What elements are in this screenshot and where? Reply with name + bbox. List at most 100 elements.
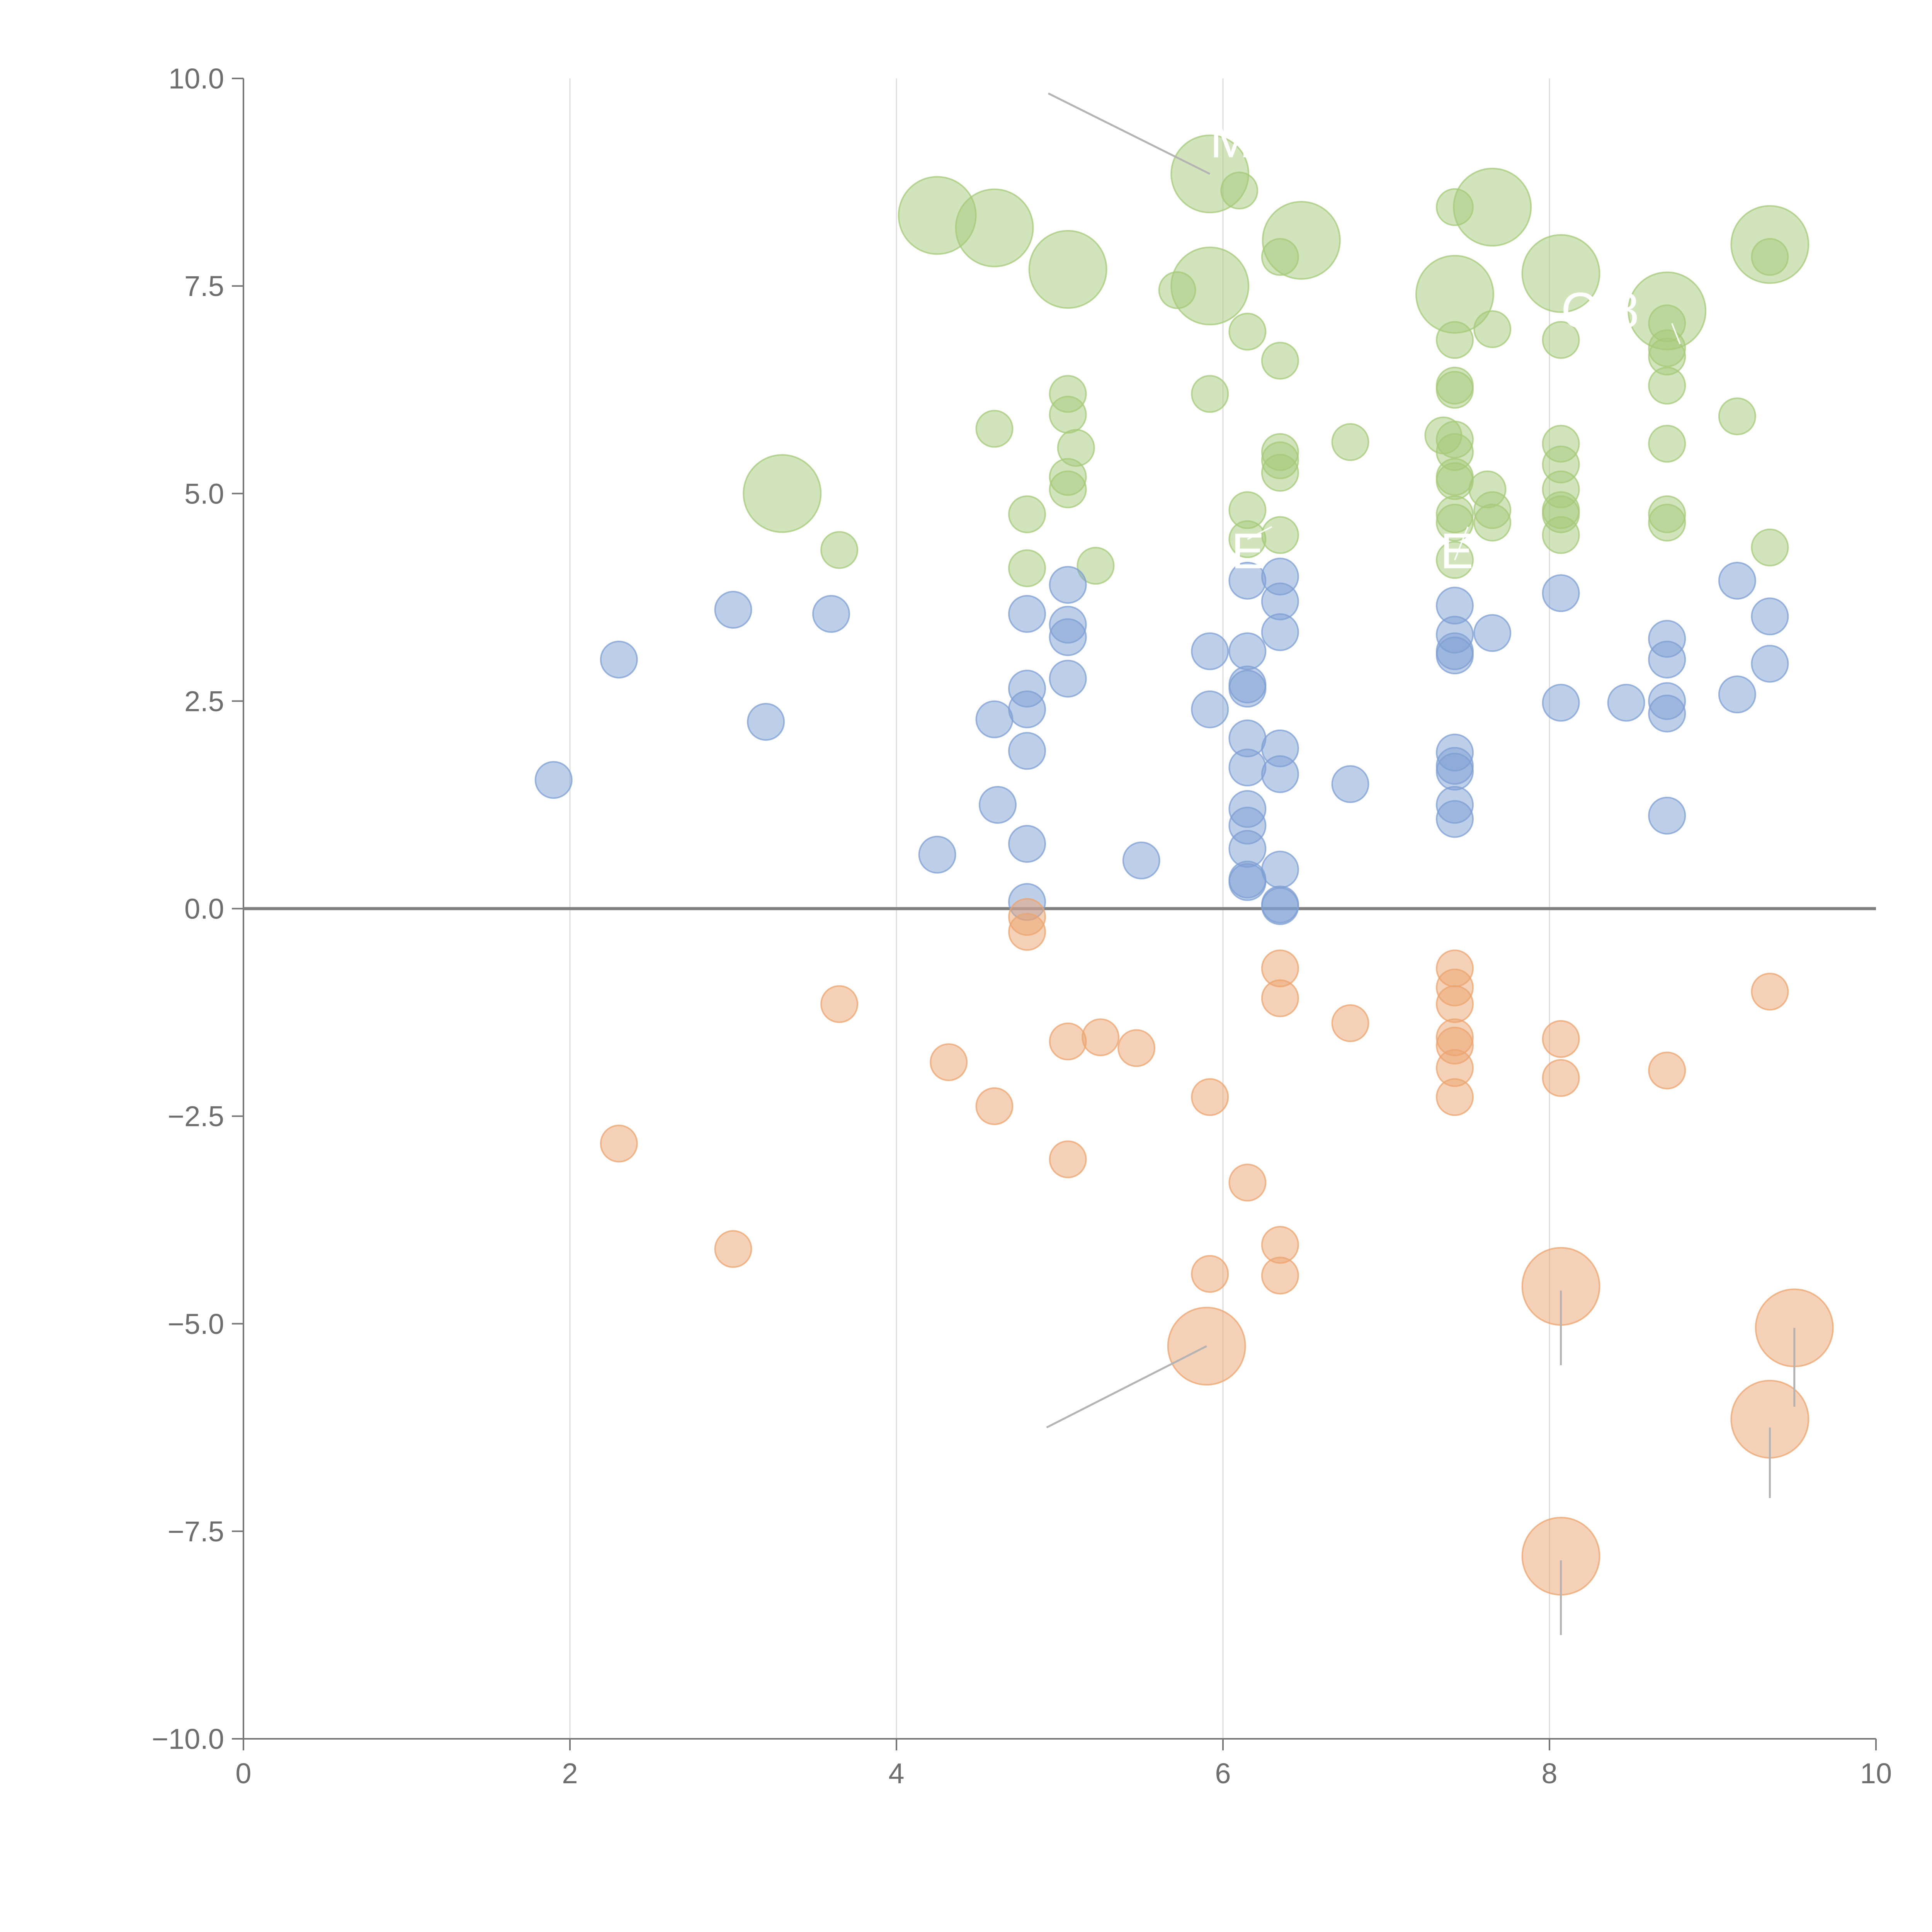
data-point: [1718, 675, 1756, 714]
data-point: [1008, 825, 1046, 863]
annotation-leader-line: [1247, 526, 1272, 540]
data-point: [1261, 850, 1299, 889]
data-point: [1261, 342, 1299, 380]
data-point: [1435, 985, 1474, 1023]
data-point: [1077, 547, 1115, 585]
y-tick-label: 5.0: [184, 478, 224, 510]
data-point: [714, 1230, 752, 1268]
data-point: [1542, 1059, 1580, 1097]
data-point: [1718, 397, 1756, 435]
data-point: [1191, 1078, 1229, 1116]
data-point: [918, 835, 956, 874]
y-tick-label: −7.5: [168, 1515, 224, 1548]
data-point: [1607, 684, 1645, 722]
data-point: [1542, 1020, 1580, 1058]
data-point: [1261, 238, 1299, 276]
data-point: [1008, 690, 1046, 728]
data-point: [1049, 470, 1087, 509]
series-lower: [600, 898, 1834, 1596]
data-point: [1122, 841, 1160, 879]
data-point: [1261, 887, 1299, 925]
data-point: [975, 410, 1014, 448]
data-point: [1008, 495, 1046, 533]
data-point: [1648, 503, 1686, 542]
annotation-leader-line: [1671, 323, 1681, 345]
data-point: [1751, 238, 1789, 276]
data-point: [1191, 632, 1229, 670]
data-point: [820, 985, 859, 1023]
data-point: [1049, 396, 1087, 434]
data-point: [812, 595, 850, 633]
data-point: [1435, 188, 1474, 226]
data-point: [1008, 595, 1046, 633]
data-point: [1542, 321, 1580, 359]
data-point: [1331, 1004, 1369, 1042]
data-point: [978, 786, 1017, 824]
data-point: [1331, 765, 1369, 803]
data-point: [1191, 1255, 1229, 1293]
data-point: [1435, 1078, 1474, 1116]
data-point: [1542, 516, 1580, 554]
y-tick-label: 7.5: [184, 270, 224, 302]
data-points: [534, 134, 1834, 1596]
y-tick-label: −5.0: [168, 1308, 224, 1340]
data-point: [534, 761, 573, 799]
data-point: [1751, 597, 1789, 636]
data-point: [1191, 690, 1229, 728]
data-point: [1191, 375, 1229, 413]
data-point: [1261, 613, 1299, 651]
data-point: [975, 1087, 1014, 1125]
data-point: [1473, 310, 1512, 348]
data-point: [1542, 574, 1580, 612]
data-point: [1473, 614, 1512, 652]
data-point: [743, 454, 822, 533]
x-tick-label: 10: [1860, 1757, 1892, 1789]
y-tick-label: −2.5: [168, 1100, 224, 1133]
annotation-leader-line: [1048, 92, 1211, 175]
data-point: [1435, 636, 1474, 675]
data-point: [1435, 800, 1474, 838]
data-point: [1648, 1051, 1686, 1090]
data-point: [1228, 670, 1267, 708]
data-point: [1261, 441, 1299, 480]
data-point: [1261, 979, 1299, 1017]
tick-labels: 10.0 7.5 5.0 2.5 0.0 −2.5 −5.0 −7.5 −10.0 0 2 4 6 8 10: [152, 63, 1892, 1789]
data-point: [600, 1124, 638, 1163]
series-upper: [743, 134, 1810, 587]
data-point: [1261, 516, 1299, 554]
data-point: [820, 531, 859, 569]
data-point: [1751, 645, 1789, 683]
data-point: [1228, 1163, 1267, 1202]
data-point: [1648, 796, 1686, 835]
data-point: [1261, 1257, 1299, 1295]
data-point: [1008, 549, 1046, 587]
data-point: [975, 700, 1014, 738]
data-point: [1435, 321, 1474, 359]
data-point: [1220, 172, 1259, 210]
data-point: [1261, 755, 1299, 793]
data-point: [1049, 1022, 1087, 1061]
point-label: M: [1210, 112, 1252, 168]
y-tick-label: −10.0: [152, 1723, 224, 1755]
data-point: [1331, 423, 1369, 461]
y-tick-label: 2.5: [184, 685, 224, 717]
x-tick-label: 6: [1215, 1757, 1231, 1789]
annotation-leader-line: [1454, 526, 1469, 560]
data-point: [1473, 503, 1512, 542]
data-point: [1521, 234, 1600, 313]
x-tick-label: 8: [1541, 1757, 1557, 1789]
data-point: [1117, 1029, 1156, 1067]
data-point: [1228, 863, 1267, 901]
data-point: [600, 640, 638, 679]
data-point: [1008, 732, 1046, 770]
point-label: E: [1231, 523, 1265, 579]
data-point: [714, 591, 752, 629]
data-point: [1435, 503, 1474, 542]
point-labels: M C 8 E E: [1210, 112, 1639, 579]
data-point: [1435, 752, 1474, 791]
y-tick-label: 10.0: [168, 63, 224, 95]
y-tick-label: 0.0: [184, 893, 224, 925]
data-point: [1049, 566, 1087, 604]
